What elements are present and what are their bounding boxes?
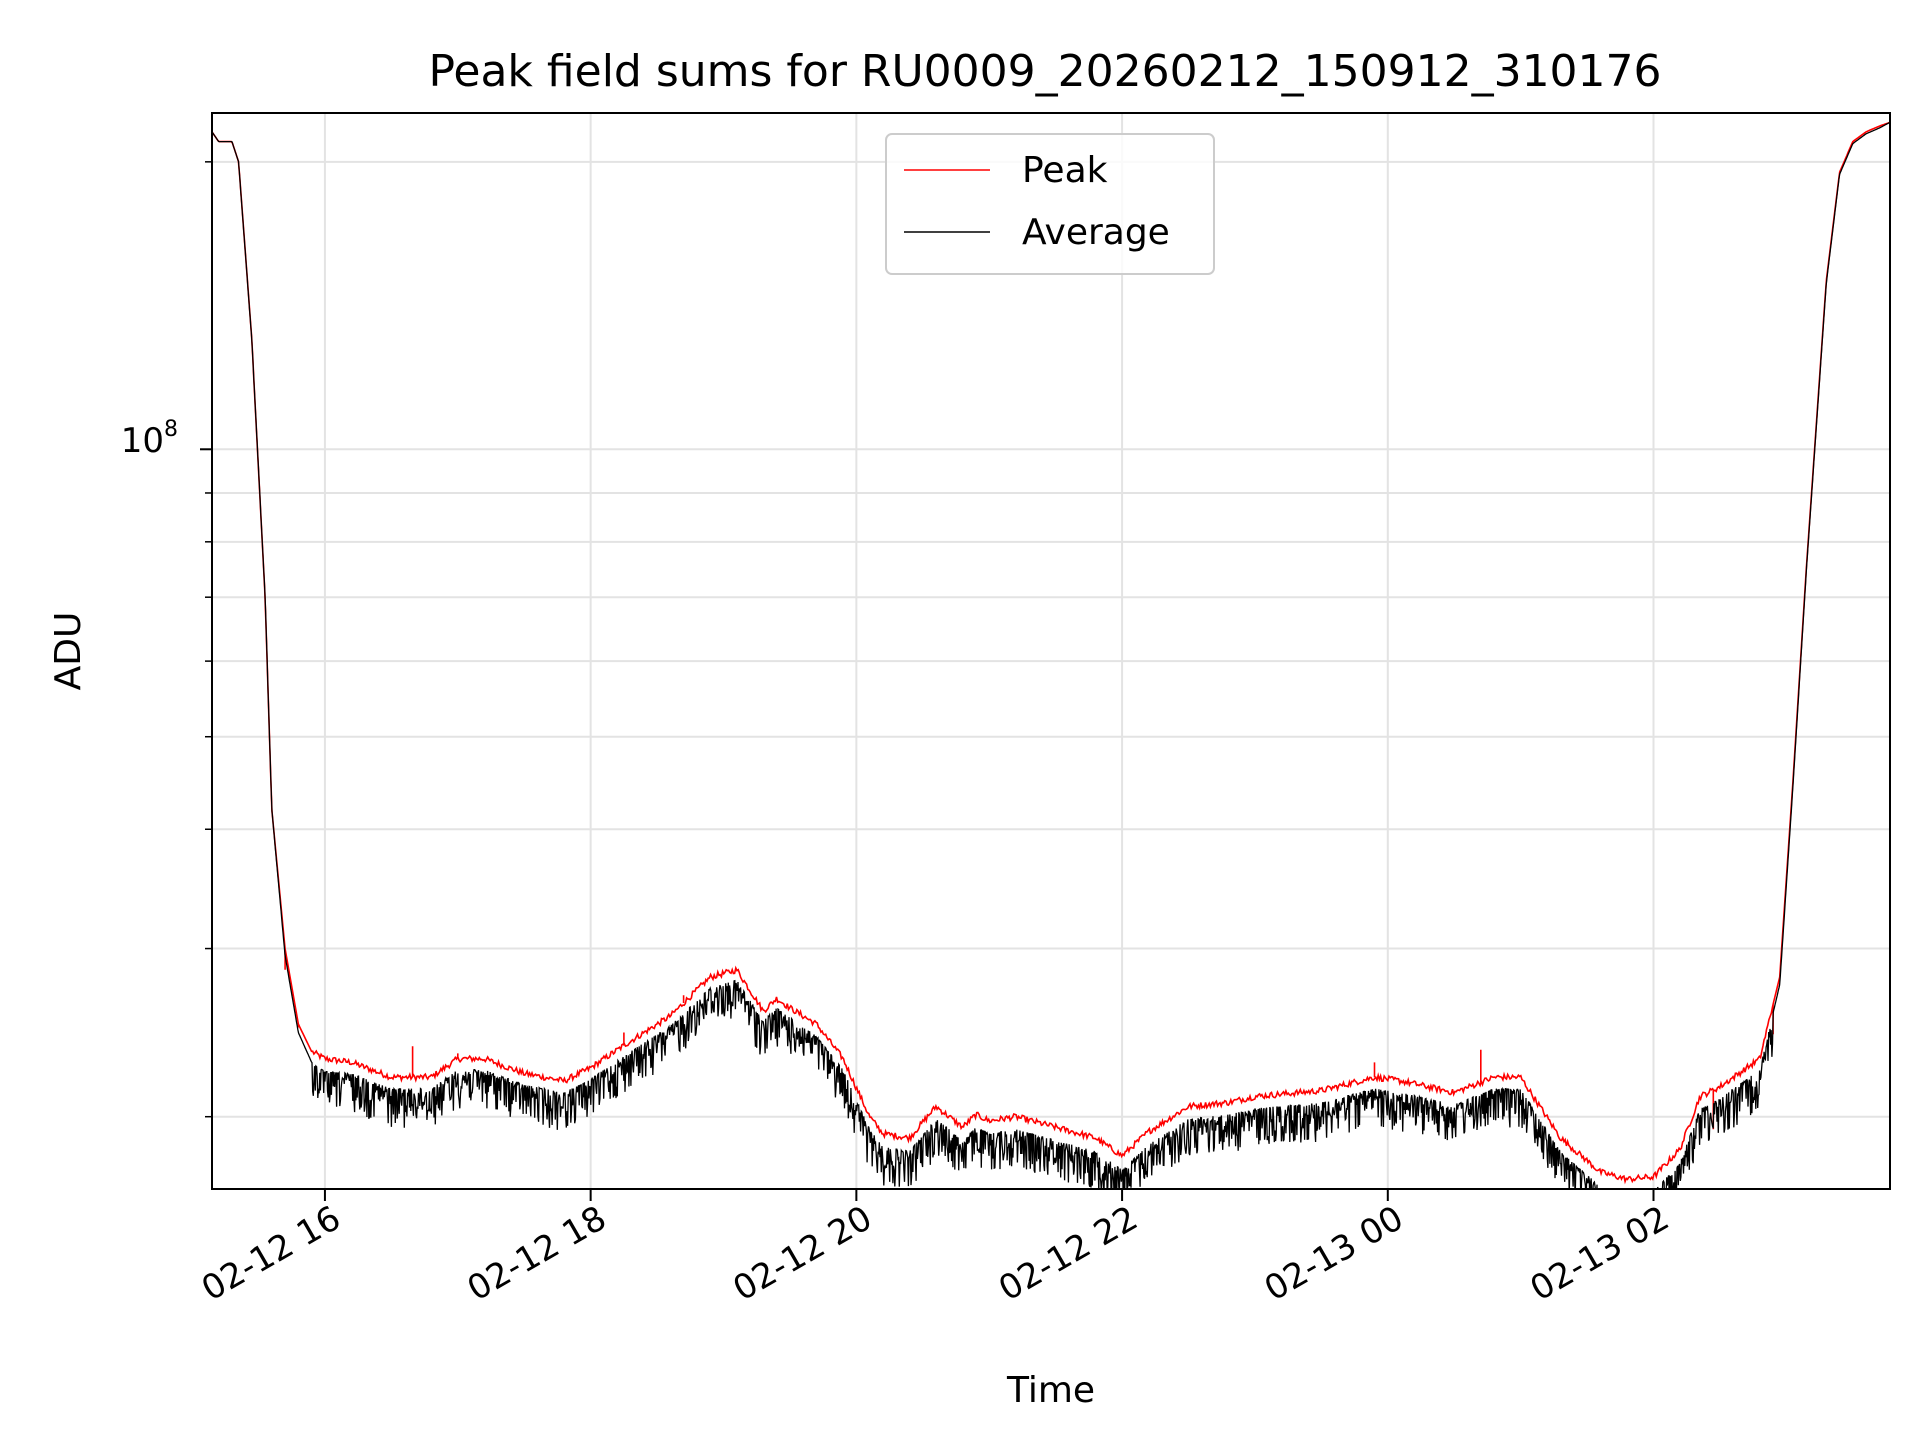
series-line-average [212, 121, 1890, 1189]
legend-box [885, 133, 1215, 275]
series-layer [212, 121, 1890, 1189]
plot-frame [211, 112, 1891, 1190]
x-axis-label: Time [1006, 1370, 1095, 1411]
legend-label-peak: Peak [1022, 150, 1108, 191]
y-axis-label: ADU [48, 612, 89, 691]
legend: Peak Average [885, 133, 1215, 275]
grid-layer [212, 113, 1890, 1189]
chart-title: Peak field sums for RU0009_20260212_1509… [428, 46, 1661, 97]
y-tick-label-major: 108 [121, 417, 178, 461]
legend-label-average: Average [1022, 212, 1170, 253]
